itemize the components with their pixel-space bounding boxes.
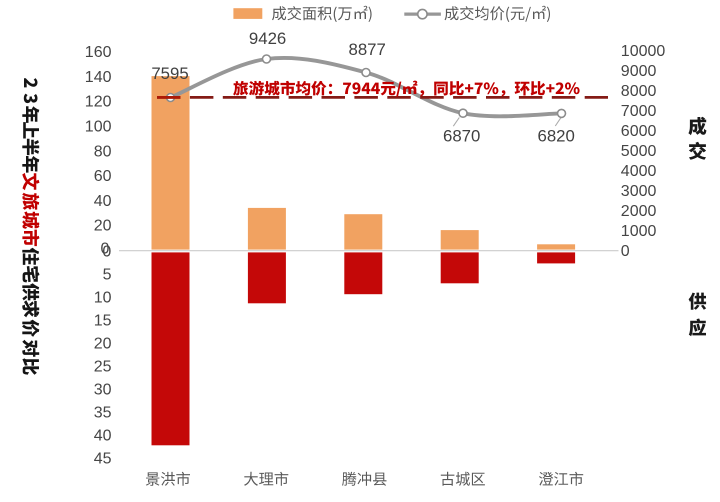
svg-text:25: 25 xyxy=(94,358,112,375)
svg-text:7000: 7000 xyxy=(621,103,657,120)
svg-text:160: 160 xyxy=(85,44,112,61)
svg-text:20: 20 xyxy=(94,335,112,352)
svg-text:10: 10 xyxy=(94,289,112,306)
svg-text:6820: 6820 xyxy=(538,127,575,146)
svg-text:10000: 10000 xyxy=(621,43,666,60)
svg-text:45: 45 xyxy=(94,450,112,467)
svg-text:80: 80 xyxy=(94,143,112,160)
svg-text:9426: 9426 xyxy=(249,29,286,48)
svg-text:9000: 9000 xyxy=(621,63,657,80)
svg-text:40: 40 xyxy=(94,193,112,210)
svg-text:5000: 5000 xyxy=(621,143,657,160)
svg-text:6870: 6870 xyxy=(443,127,480,146)
svg-text:60: 60 xyxy=(94,168,112,185)
svg-text:100: 100 xyxy=(85,119,112,136)
svg-text:6000: 6000 xyxy=(621,123,657,140)
svg-text:4000: 4000 xyxy=(621,163,657,180)
svg-text:0: 0 xyxy=(100,240,109,257)
svg-text:8877: 8877 xyxy=(349,40,386,59)
svg-text:7595: 7595 xyxy=(151,64,188,83)
svg-text:120: 120 xyxy=(85,94,112,111)
svg-text:20: 20 xyxy=(94,218,112,235)
svg-text:0: 0 xyxy=(621,243,630,260)
svg-text:2000: 2000 xyxy=(621,203,657,220)
svg-text:15: 15 xyxy=(94,312,112,329)
svg-text:0: 0 xyxy=(102,244,111,261)
svg-text:40: 40 xyxy=(94,427,112,444)
svg-text:1000: 1000 xyxy=(621,223,657,240)
svg-text:3000: 3000 xyxy=(621,183,657,200)
svg-text:140: 140 xyxy=(85,69,112,86)
svg-text:35: 35 xyxy=(94,404,112,421)
svg-text:30: 30 xyxy=(94,381,112,398)
svg-text:5: 5 xyxy=(103,266,112,283)
svg-text:8000: 8000 xyxy=(621,83,657,100)
